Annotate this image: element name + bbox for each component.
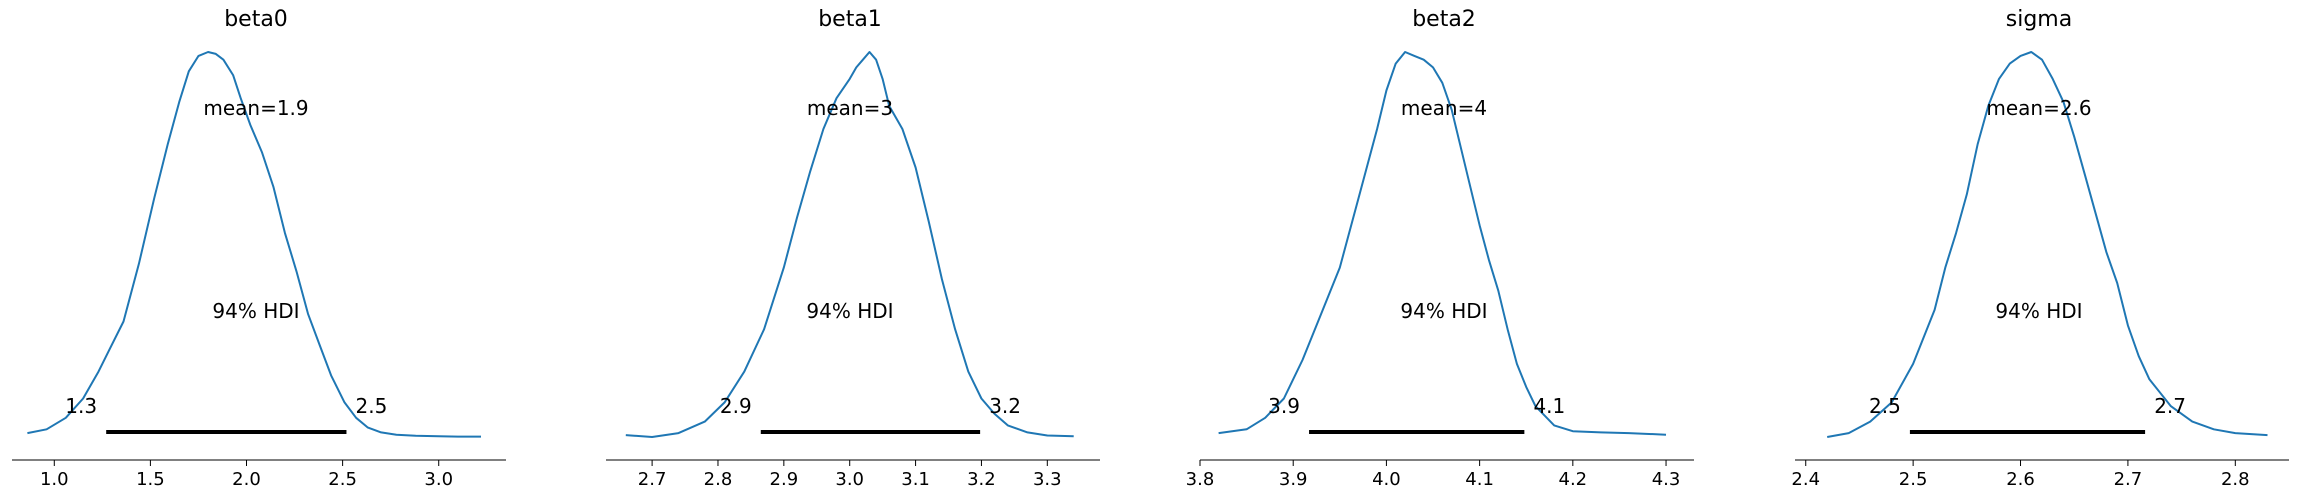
mean-label: mean=1.9 xyxy=(203,96,308,120)
x-tick-label: 4.0 xyxy=(1372,469,1401,490)
hdi-low-label: 1.3 xyxy=(65,394,97,418)
x-tick-label: 2.5 xyxy=(328,469,357,490)
x-tick-label: 3.0 xyxy=(424,469,453,490)
hdi-high-label: 4.1 xyxy=(1533,394,1565,418)
x-tick-label: 4.1 xyxy=(1465,469,1494,490)
hdi-low-label: 3.9 xyxy=(1268,394,1300,418)
kde-curve xyxy=(1218,51,1667,436)
hdi-low-label: 2.5 xyxy=(1869,394,1901,418)
x-tick-label: 3.3 xyxy=(1033,469,1062,490)
x-tick-label: 2.7 xyxy=(2114,469,2143,490)
mean-label: mean=4 xyxy=(1401,96,1487,120)
hdi-high-label: 2.5 xyxy=(356,394,388,418)
posterior-panel-sigma: sigma mean=2.6 94% HDI 2.5 2.7 2.4 2.5 2.6 2.7 2.… xyxy=(1791,7,2289,490)
x-tick-label: 2.0 xyxy=(232,469,261,490)
hdi-high-label: 3.2 xyxy=(989,394,1021,418)
x-tick-label: 2.9 xyxy=(770,469,799,490)
hdi-label: 94% HDI xyxy=(1995,299,2082,323)
x-tick-label: 2.6 xyxy=(2006,469,2035,490)
panel-title: sigma xyxy=(2006,7,2072,32)
panel-title: beta0 xyxy=(224,7,288,32)
x-tick-label: 4.2 xyxy=(1559,469,1588,490)
x-tick-label: 4.3 xyxy=(1652,469,1681,490)
posterior-panel-beta1: beta1 mean=3 94% HDI 2.9 3.2 2.7 2.8 2.9 3.0 3.1 3… xyxy=(606,7,1100,490)
panels: beta0 mean=1.9 94% HDI 1.3 2.5 1.0 1.5 2.0 2.5 3.… xyxy=(12,7,2289,490)
hdi-label: 94% HDI xyxy=(1400,299,1487,323)
panel-title: beta1 xyxy=(818,7,882,32)
kde-curve xyxy=(27,51,481,438)
x-tick-label: 3.2 xyxy=(967,469,996,490)
x-tick-label: 2.4 xyxy=(1791,469,1820,490)
x-tick-label: 3.8 xyxy=(1186,469,1215,490)
x-tick-label: 2.5 xyxy=(1899,469,1928,490)
panel-title: beta2 xyxy=(1412,7,1476,32)
posterior-panel-beta0: beta0 mean=1.9 94% HDI 1.3 2.5 1.0 1.5 2.0 2.5 3.… xyxy=(12,7,506,490)
hdi-label: 94% HDI xyxy=(806,299,893,323)
x-tick-label: 2.8 xyxy=(2221,469,2250,490)
x-tick-label: 1.5 xyxy=(136,469,165,490)
mean-label: mean=2.6 xyxy=(1986,96,2091,120)
x-tick-label: 2.7 xyxy=(638,469,667,490)
kde-curve xyxy=(1827,51,2268,438)
x-tick-label: 3.0 xyxy=(835,469,864,490)
x-tick-label: 3.1 xyxy=(901,469,930,490)
x-tick-label: 2.8 xyxy=(704,469,733,490)
hdi-low-label: 2.9 xyxy=(720,394,752,418)
x-tick-label: 1.0 xyxy=(40,469,69,490)
kde-curve xyxy=(625,51,1074,438)
hdi-high-label: 2.7 xyxy=(2154,394,2186,418)
x-tick-label: 3.9 xyxy=(1279,469,1308,490)
hdi-label: 94% HDI xyxy=(212,299,299,323)
posterior-panel-beta2: beta2 mean=4 94% HDI 3.9 4.1 3.8 3.9 4.0 4.1 4.2 4… xyxy=(1186,7,1694,490)
mean-label: mean=3 xyxy=(807,96,893,120)
